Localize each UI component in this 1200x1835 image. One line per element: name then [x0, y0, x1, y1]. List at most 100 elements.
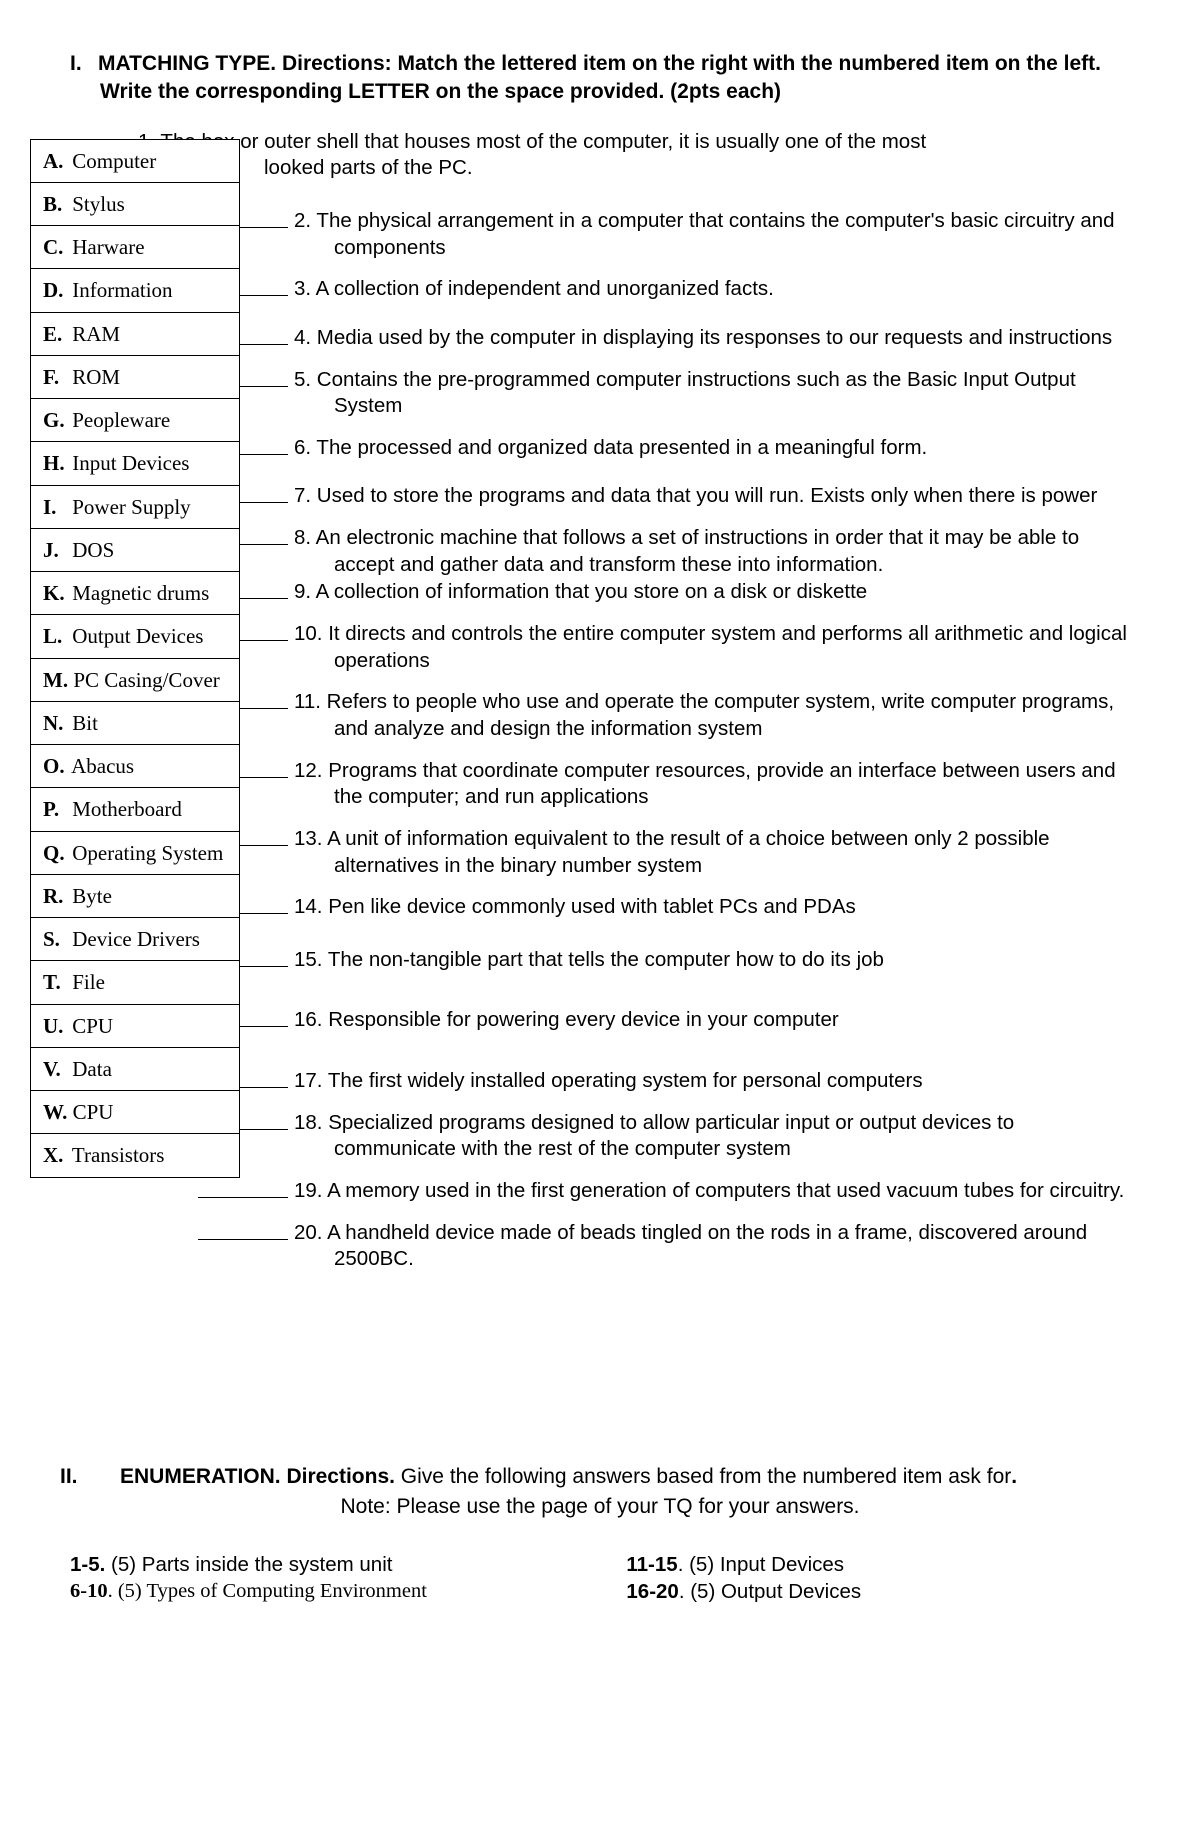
question-number: 13.: [294, 827, 327, 850]
choice-row: J. DOS: [31, 529, 239, 572]
choice-letter: C.: [43, 234, 67, 260]
choice-row: C. Harware: [31, 226, 239, 269]
section-2-note: Note: Please use the page of your TQ for…: [60, 1493, 1140, 1520]
choice-letter: A.: [43, 148, 67, 174]
question-row: 8. An electronic machine that follows a …: [138, 525, 1140, 578]
question-number: 5.: [294, 368, 317, 391]
section-2-rest: Give the following answers based from th…: [395, 1465, 1011, 1488]
choice-term: Motherboard: [67, 797, 182, 821]
choice-letter: D.: [43, 277, 67, 303]
question-number: 4.: [294, 326, 317, 349]
choice-term: Harware: [67, 235, 145, 259]
question-number: 11.: [294, 690, 327, 713]
choice-letter: B.: [43, 191, 67, 217]
question-row: 6. The processed and organized data pres…: [138, 435, 1140, 462]
question-row: 5. Contains the pre-programmed computer …: [138, 367, 1140, 420]
choice-letter: J.: [43, 537, 67, 563]
question-text: A collection of independent and unorgani…: [316, 277, 774, 300]
question-text: The first widely installed operating sys…: [328, 1069, 923, 1092]
question-text-wrap: 2. The physical arrangement in a compute…: [294, 208, 1140, 261]
section-2-header: II.ENUMERATION. Directions. Give the fol…: [60, 1463, 1140, 1491]
question-text-wrap: 20. A handheld device made of beads ting…: [294, 1220, 1140, 1273]
choice-term: Device Drivers: [67, 927, 200, 951]
section-1-roman: I.: [70, 50, 98, 78]
choice-term: RAM: [67, 322, 120, 346]
q1-line2: looked parts of the PC.: [138, 155, 1130, 182]
choice-term: Output Devices: [67, 624, 203, 648]
enum-row: 11-15. (5) Input Devices: [626, 1551, 1140, 1579]
choice-letter: U.: [43, 1013, 67, 1039]
choice-row: V. Data: [31, 1048, 239, 1091]
choice-row: T. File: [31, 961, 239, 1004]
choice-row: K. Magnetic drums: [31, 572, 239, 615]
choice-letter: M.: [43, 667, 68, 693]
choice-row: E. RAM: [31, 313, 239, 356]
choice-letter: X.: [43, 1142, 67, 1168]
question-number: 14.: [294, 895, 328, 918]
question-row: 19. A memory used in the first generatio…: [138, 1178, 1140, 1205]
question-text-wrap: 3. A collection of independent and unorg…: [294, 276, 1140, 303]
question-text: An electronic machine that follows a set…: [316, 526, 1079, 576]
question-text: A handheld device made of beads tingled …: [327, 1221, 1087, 1271]
section-2: II.ENUMERATION. Directions. Give the fol…: [60, 1463, 1140, 1606]
section-1-title: MATCHING TYPE. Directions: Match the let…: [98, 52, 1101, 103]
question-text-wrap: 6. The processed and organized data pres…: [294, 435, 1140, 462]
choice-term: Input Devices: [67, 451, 189, 475]
enum-col-right: 11-15. (5) Input Devices16-20. (5) Outpu…: [626, 1551, 1140, 1606]
choice-term: Abacus: [67, 754, 134, 778]
question-text: Contains the pre-programmed computer ins…: [317, 368, 1076, 418]
question-text-wrap: 13. A unit of information equivalent to …: [294, 826, 1140, 879]
choice-term: Computer: [67, 149, 156, 173]
choice-row: H. Input Devices: [31, 442, 239, 485]
choice-row: D. Information: [31, 269, 239, 312]
choice-row: I. Power Supply: [31, 486, 239, 529]
choices-table: A. ComputerB. StylusC. HarwareD. Informa…: [30, 139, 240, 1178]
question-number: 6.: [294, 436, 316, 459]
choice-term: Operating System: [67, 841, 223, 865]
choice-term: CPU: [67, 1100, 113, 1124]
question-row: 2. The physical arrangement in a compute…: [138, 208, 1140, 261]
question-1: 1. The box or outer shell that houses mo…: [138, 129, 1140, 182]
question-text: Media used by the computer in displaying…: [317, 326, 1112, 349]
question-text-wrap: 15. The non-tangible part that tells the…: [294, 947, 1140, 974]
answer-blank[interactable]: [198, 1178, 288, 1198]
question-number: 3.: [294, 277, 316, 300]
question-row: 14. Pen like device commonly used with t…: [138, 894, 1140, 921]
choice-term: Power Supply: [67, 495, 191, 519]
matching-body: A. ComputerB. StylusC. HarwareD. Informa…: [60, 129, 1140, 1273]
choice-row: W. CPU: [31, 1091, 239, 1134]
choice-letter: G.: [43, 407, 67, 433]
choice-row: M. PC Casing/Cover: [31, 659, 239, 702]
choice-term: Byte: [67, 884, 112, 908]
question-text-wrap: 14. Pen like device commonly used with t…: [294, 894, 1140, 921]
choice-row: A. Computer: [31, 140, 239, 183]
choice-term: Peopleware: [67, 408, 170, 432]
question-row: 18. Specialized programs designed to all…: [138, 1110, 1140, 1163]
choice-letter: N.: [43, 710, 67, 736]
question-text-wrap: 16. Responsible for powering every devic…: [294, 1007, 1140, 1034]
enum-text: . (5) Output Devices: [679, 1580, 861, 1603]
section-1-header: I.MATCHING TYPE. Directions: Match the l…: [70, 50, 1140, 107]
choice-term: Bit: [67, 711, 98, 735]
choice-letter: V.: [43, 1056, 67, 1082]
question-row: 4. Media used by the computer in display…: [138, 325, 1140, 352]
question-text: Pen like device commonly used with table…: [328, 895, 856, 918]
question-number: 17.: [294, 1069, 328, 1092]
choice-letter: L.: [43, 623, 67, 649]
answer-blank[interactable]: [198, 1220, 288, 1240]
question-number: 12.: [294, 759, 328, 782]
question-row: 20. A handheld device made of beads ting…: [138, 1220, 1140, 1273]
section-2-roman: II.: [60, 1463, 120, 1491]
q1-line1: 1. The box or outer shell that houses mo…: [138, 129, 1130, 156]
choice-row: S. Device Drivers: [31, 918, 239, 961]
question-text: A collection of information that you sto…: [316, 580, 868, 603]
enumeration-items: 1-5. (5) Parts inside the system unit6-1…: [60, 1551, 1140, 1606]
choice-term: DOS: [67, 538, 114, 562]
question-text: Responsible for powering every device in…: [328, 1008, 838, 1031]
question-number: 7.: [294, 484, 317, 507]
enum-text: (5) Parts inside the system unit: [105, 1553, 392, 1576]
question-row: 12. Programs that coordinate computer re…: [138, 758, 1140, 811]
choice-letter: Q.: [43, 840, 67, 866]
choice-term: Magnetic drums: [67, 581, 209, 605]
question-text: A memory used in the first generation of…: [327, 1179, 1124, 1202]
